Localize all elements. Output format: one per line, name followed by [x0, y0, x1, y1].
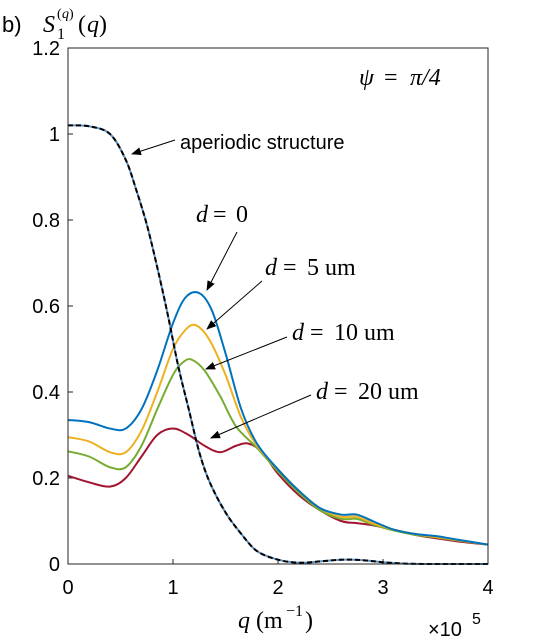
- svg-text:q: q: [62, 7, 69, 22]
- svg-text:): ): [305, 608, 313, 634]
- panel-label: b): [2, 12, 22, 37]
- svg-text:ψ: ψ: [359, 65, 375, 91]
- series-line-d-5-um: [67, 323, 489, 546]
- y-axis-label: S 1 ( q ) ( q ): [43, 7, 107, 43]
- svg-text:aperiodic structure: aperiodic structure: [180, 132, 345, 154]
- svg-text:d: d: [196, 202, 209, 228]
- svg-text:): ): [99, 12, 107, 38]
- psi-annotation: ψ = π/4: [359, 65, 441, 91]
- svg-text:π/4: π/4: [410, 65, 441, 91]
- svg-text:=: =: [213, 202, 227, 228]
- svg-text:=: =: [283, 255, 297, 281]
- series-line-d-0: [67, 291, 489, 546]
- svg-text:q: q: [87, 12, 99, 38]
- svg-text:20 um: 20 um: [358, 379, 419, 405]
- svg-text:=: =: [334, 379, 348, 405]
- y-tick-label: 0.4: [32, 382, 60, 404]
- series-line-aperiodic-structure: [67, 124, 488, 566]
- annotation-d20: d = 20 um: [210, 379, 419, 439]
- axes-box: [67, 47, 489, 565]
- svg-text:10 um: 10 um: [334, 320, 395, 346]
- svg-text:×10: ×10: [428, 619, 462, 641]
- svg-text:): ): [69, 7, 74, 22]
- svg-text:5 um: 5 um: [307, 255, 356, 281]
- series-line-aperiodic-structure-underlay: [67, 124, 488, 566]
- svg-text:=: =: [384, 65, 398, 91]
- annotation-d0: d = 0: [196, 202, 248, 291]
- svg-text:−1: −1: [286, 603, 303, 620]
- y-tick-label: 1: [49, 124, 60, 146]
- y-ticks: 0 0.2 0.4 0.6 0.8 1 1.2: [32, 38, 73, 576]
- y-tick-label: 0: [49, 554, 60, 576]
- svg-text:5: 5: [472, 611, 481, 628]
- svg-text:d: d: [265, 255, 278, 281]
- y-tick-label: 0.2: [32, 468, 60, 490]
- x-tick-label: 2: [272, 577, 283, 599]
- svg-text:1: 1: [57, 26, 65, 43]
- y-tick-label: 0.6: [32, 296, 60, 318]
- svg-text:(m: (m: [256, 608, 283, 634]
- svg-text:d: d: [316, 379, 329, 405]
- svg-text:d: d: [292, 320, 305, 346]
- annotation-d5: d = 5 um: [206, 255, 356, 330]
- x-tick-label: 0: [62, 577, 73, 599]
- x-axis-label: q (m −1 ): [238, 603, 313, 634]
- series-layer: [67, 124, 489, 566]
- x-tick-label: 3: [377, 577, 388, 599]
- svg-text:(: (: [57, 7, 62, 22]
- y-tick-label: 1.2: [32, 38, 60, 60]
- annotation-d10: d = 10 um: [205, 320, 395, 370]
- svg-text:S: S: [43, 12, 55, 38]
- x-tick-label: 4: [482, 577, 493, 599]
- x-tick-label: 1: [167, 577, 178, 599]
- annotation-aperiodic: aperiodic structure: [131, 132, 345, 156]
- svg-text:0: 0: [236, 202, 248, 228]
- svg-text:q: q: [238, 608, 250, 634]
- series-line-d-10-um: [67, 358, 489, 546]
- svg-text:=: =: [310, 320, 324, 346]
- y-tick-label: 0.8: [32, 210, 60, 232]
- svg-text:(: (: [78, 12, 86, 38]
- x-axis-multiplier: ×10 5: [428, 611, 481, 641]
